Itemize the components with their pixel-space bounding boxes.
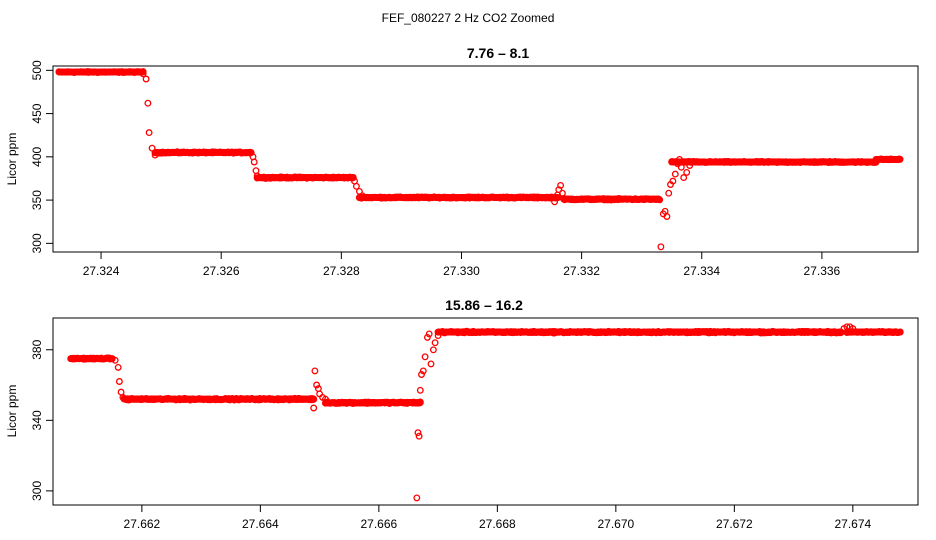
panel-1-x-axis: 27.324 27.326 27.328 27.330 27.332 27.334 27.3… xyxy=(83,252,841,278)
data-point xyxy=(114,363,122,371)
y-tick-label: 500 xyxy=(30,60,44,80)
data-point xyxy=(551,198,559,206)
data-point xyxy=(896,155,904,163)
data-point xyxy=(358,192,366,200)
data-point xyxy=(676,155,683,163)
data-point xyxy=(139,68,147,76)
data-point xyxy=(145,129,153,137)
panel-2-y-label: Licor ppm xyxy=(5,385,19,438)
y-tick-label: 340 xyxy=(30,410,44,430)
data-point xyxy=(416,386,424,394)
data-point xyxy=(669,177,677,185)
x-tick-label: 27.334 xyxy=(683,264,720,278)
data-point xyxy=(418,371,425,378)
x-tick-label: 27.328 xyxy=(323,264,360,278)
data-point xyxy=(558,189,566,197)
x-tick-label: 27.664 xyxy=(242,517,279,531)
data-point xyxy=(665,189,673,197)
panel-2-y-axis: 300 340 380 xyxy=(30,339,53,501)
data-point xyxy=(250,158,258,166)
data-point xyxy=(115,378,123,385)
x-tick-label: 27.324 xyxy=(83,264,120,278)
y-tick-label: 400 xyxy=(30,147,44,167)
x-tick-label: 27.674 xyxy=(834,517,871,531)
data-point xyxy=(663,213,671,220)
y-tick-label: 300 xyxy=(30,481,44,501)
y-tick-label: 300 xyxy=(30,233,44,253)
data-point xyxy=(310,395,318,403)
data-point xyxy=(686,162,694,169)
data-point xyxy=(434,332,442,340)
data-point xyxy=(148,144,156,152)
panel-1-y-label: Licor ppm xyxy=(5,133,19,186)
data-point xyxy=(253,172,261,180)
x-tick-label: 27.668 xyxy=(479,517,516,531)
data-point xyxy=(683,168,691,176)
data-point xyxy=(349,174,357,181)
x-tick-label: 27.670 xyxy=(597,517,634,531)
panel-1-frame xyxy=(52,65,919,253)
panel-1-points xyxy=(55,68,904,251)
x-tick-label: 27.330 xyxy=(443,264,480,278)
panel-1-y-axis: 300 350 400 450 500 xyxy=(30,60,53,253)
data-point xyxy=(557,181,565,189)
data-point xyxy=(419,367,427,375)
plot-panel-1: 7.76 – 8.1 27.324 27.326 27.328 27.330 27.33… xyxy=(5,45,919,278)
data-point xyxy=(139,70,147,78)
x-tick-label: 27.326 xyxy=(203,264,240,278)
y-tick-label: 380 xyxy=(30,339,44,359)
data-point xyxy=(352,182,360,190)
data-point xyxy=(656,196,664,204)
data-point xyxy=(677,163,685,171)
data-point xyxy=(111,356,119,364)
panel-2-title: 15.86 – 16.2 xyxy=(445,297,523,313)
x-tick-label: 27.662 xyxy=(124,517,161,531)
data-point xyxy=(671,170,679,178)
data-point xyxy=(415,432,423,440)
data-point xyxy=(849,325,857,333)
panel-2-x-axis: 27.662 27.664 27.666 27.668 27.670 27.672 27.6… xyxy=(124,505,872,531)
figure-title: FEF_080227 2 Hz CO2 Zoomed xyxy=(382,11,555,25)
panel-2-points xyxy=(67,323,904,502)
x-tick-label: 27.336 xyxy=(804,264,841,278)
data-point xyxy=(896,328,904,336)
data-point xyxy=(429,346,437,354)
data-point xyxy=(425,330,433,338)
data-point xyxy=(313,381,321,389)
data-point xyxy=(416,399,424,407)
data-point xyxy=(413,494,421,502)
panel-2-frame xyxy=(52,317,919,506)
data-point xyxy=(414,429,422,437)
data-point xyxy=(657,243,665,251)
plot-panel-2: 15.86 – 16.2 27.662 27.664 27.666 27.668 27.… xyxy=(5,297,919,531)
data-point xyxy=(322,395,329,403)
data-point xyxy=(151,151,159,159)
data-point xyxy=(142,75,150,83)
data-point xyxy=(421,353,429,361)
data-point xyxy=(144,99,152,107)
x-tick-label: 27.332 xyxy=(563,264,600,278)
data-point xyxy=(310,404,318,412)
data-point xyxy=(423,333,431,341)
x-tick-label: 27.666 xyxy=(361,517,398,531)
data-point xyxy=(119,393,127,401)
data-point xyxy=(431,339,439,347)
data-point xyxy=(843,323,851,331)
y-tick-label: 350 xyxy=(30,190,44,210)
y-tick-label: 450 xyxy=(30,103,44,123)
data-point xyxy=(311,367,319,375)
x-tick-label: 27.672 xyxy=(716,517,753,531)
data-point xyxy=(680,174,688,182)
panel-1-title: 7.76 – 8.1 xyxy=(467,45,529,61)
data-point xyxy=(427,360,435,368)
